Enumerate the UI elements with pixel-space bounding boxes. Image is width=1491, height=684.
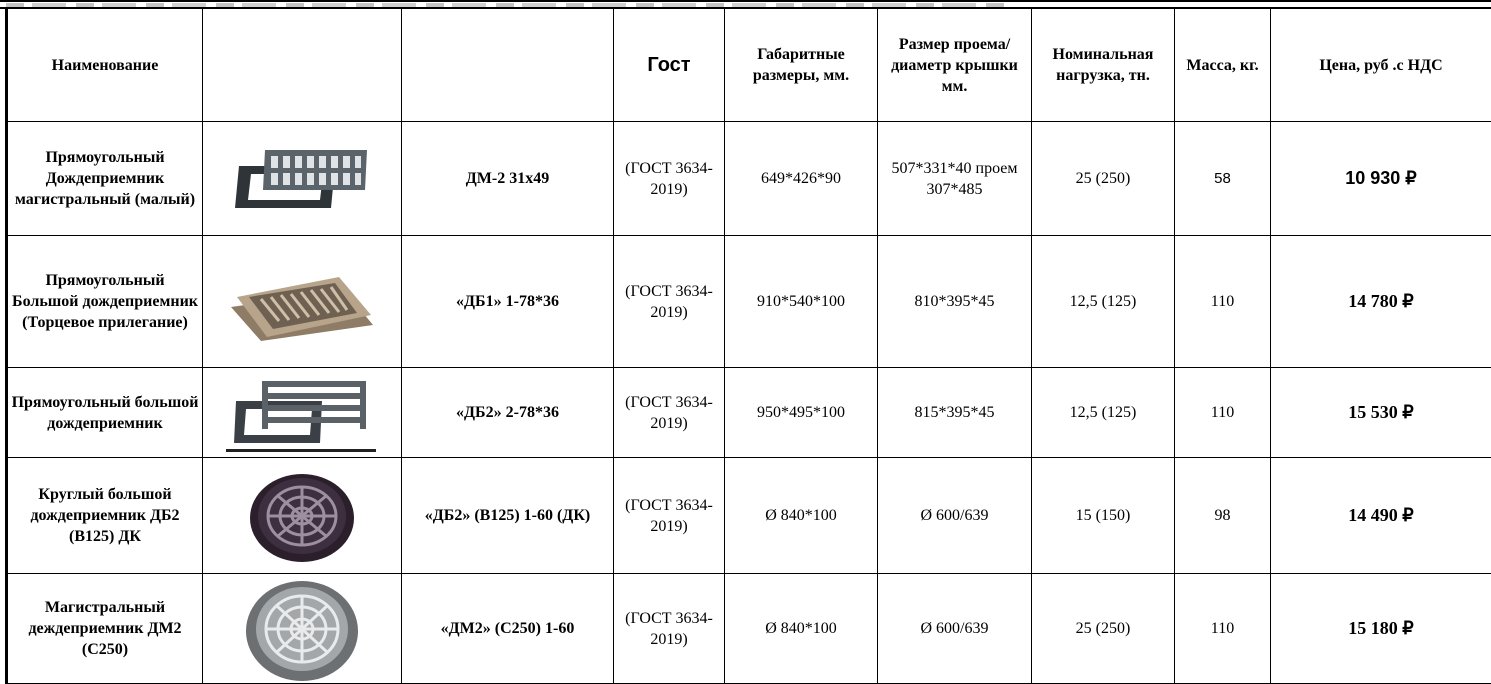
product-opening: Ø 600/639	[878, 574, 1032, 684]
price-table: Наименование Гост Габаритные размеры, мм…	[5, 8, 1491, 684]
product-gost: (ГОСТ 3634-2019)	[614, 368, 725, 458]
product-mass: 110	[1175, 368, 1271, 458]
round-grate-gray-icon	[203, 574, 402, 684]
product-code: «ДБ2» (В125) 1-60 (ДК)	[402, 458, 614, 574]
product-opening: 810*395*45	[878, 236, 1032, 368]
header-opening: Размер проема/диаметр крышки мм.	[878, 9, 1032, 122]
product-load: 25 (250)	[1032, 122, 1175, 236]
rectangular-grate-small-icon	[203, 122, 402, 236]
product-dimensions: Ø 840*100	[725, 458, 878, 574]
product-gost: (ГОСТ 3634-2019)	[614, 458, 725, 574]
product-price: 10 930 ₽	[1271, 122, 1491, 236]
product-name: Прямоугольный Большой дождеприемник (Тор…	[7, 236, 203, 368]
header-gost: Гост	[614, 9, 725, 122]
rectangular-grate-bars-icon	[203, 368, 402, 458]
header-load: Номинальная нагрузка, тн.	[1032, 9, 1175, 122]
product-price: 15 530 ₽	[1271, 368, 1491, 458]
product-mass: 110	[1175, 574, 1271, 684]
round-grate-dark-icon	[203, 458, 402, 574]
table-row: Прямоугольный Большой дождеприемник (Тор…	[7, 236, 1491, 368]
product-opening: 507*331*40 проем 307*485	[878, 122, 1032, 236]
product-gost: (ГОСТ 3634-2019)	[614, 574, 725, 684]
header-mass: Масса, кг.	[1175, 9, 1271, 122]
product-name: Прямоугольный Дождеприемник магистральны…	[7, 122, 203, 236]
header-price: Цена, руб .с НДС	[1271, 9, 1491, 122]
product-price: 15 180 ₽	[1271, 574, 1491, 684]
product-load: 25 (250)	[1032, 574, 1175, 684]
table-row: Круглый большой дождеприемник ДБ2 (В125)…	[7, 458, 1491, 574]
header-code	[402, 9, 614, 122]
product-dimensions: 950*495*100	[725, 368, 878, 458]
header-dimensions: Габаритные размеры, мм.	[725, 9, 878, 122]
product-mass: 110	[1175, 236, 1271, 368]
header-image	[203, 9, 402, 122]
product-gost: (ГОСТ 3634-2019)	[614, 122, 725, 236]
product-dimensions: 910*540*100	[725, 236, 878, 368]
product-mass: 98	[1175, 458, 1271, 574]
product-name: Прямоугольный большой дождеприемник	[7, 368, 203, 458]
product-dimensions: Ø 840*100	[725, 574, 878, 684]
product-load: 15 (150)	[1032, 458, 1175, 574]
product-opening: 815*395*45	[878, 368, 1032, 458]
product-code: «ДБ1» 1-78*36	[402, 236, 614, 368]
product-price: 14 780 ₽	[1271, 236, 1491, 368]
product-code: «ДБ2» 2-78*36	[402, 368, 614, 458]
product-name: Магистральный деждеприемник ДМ2 (С250)	[7, 574, 203, 684]
product-code: ДМ-2 31х49	[402, 122, 614, 236]
truncated-caption-line	[6, 3, 1006, 7]
table-row: Магистральный деждеприемник ДМ2 (С250) «…	[7, 574, 1491, 684]
product-mass: 58	[1175, 122, 1271, 236]
product-price: 14 490 ₽	[1271, 458, 1491, 574]
table-row: Прямоугольный большой дождеприемник «ДБ2…	[7, 368, 1491, 458]
table-row: Прямоугольный Дождеприемник магистральны…	[7, 122, 1491, 236]
product-code: «ДМ2» (С250) 1-60	[402, 574, 614, 684]
header-name: Наименование	[7, 9, 203, 122]
product-name: Круглый большой дождеприемник ДБ2 (В125)…	[7, 458, 203, 574]
product-load: 12,5 (125)	[1032, 368, 1175, 458]
product-dimensions: 649*426*90	[725, 122, 878, 236]
product-load: 12,5 (125)	[1032, 236, 1175, 368]
header-row: Наименование Гост Габаритные размеры, мм…	[7, 9, 1491, 122]
product-gost: (ГОСТ 3634-2019)	[614, 236, 725, 368]
product-opening: Ø 600/639	[878, 458, 1032, 574]
rectangular-grate-large-icon	[203, 236, 402, 368]
